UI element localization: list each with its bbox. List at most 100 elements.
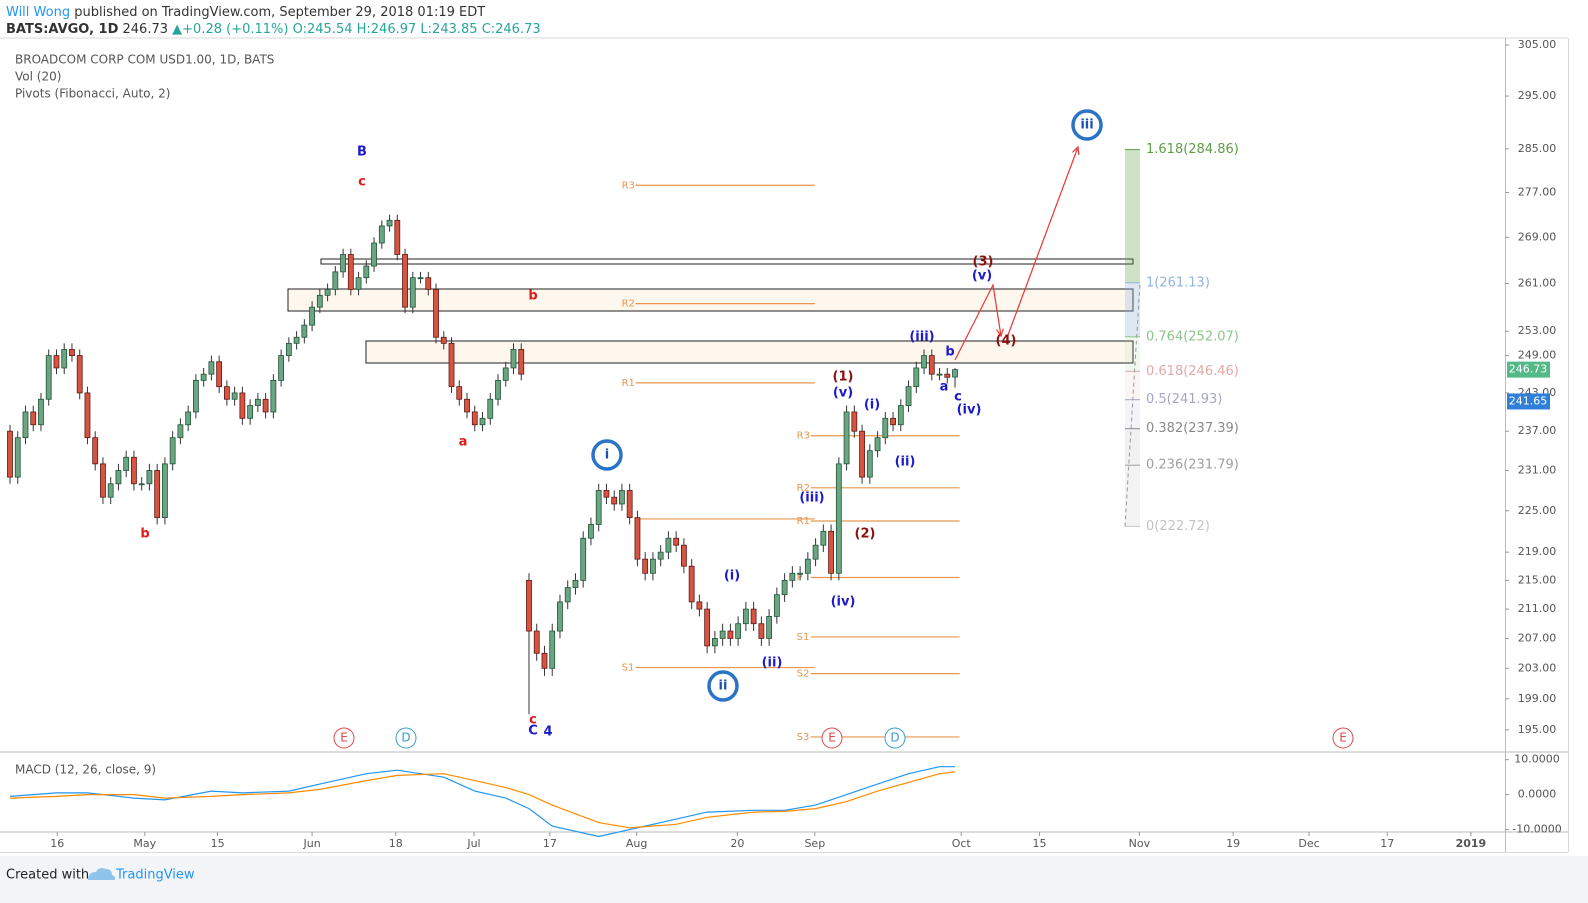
price-label: 246.73	[1509, 363, 1548, 376]
candle-body	[115, 470, 122, 485]
candle-body	[797, 572, 804, 575]
pivot-label: S2	[797, 669, 810, 680]
wave-label: iii	[1080, 118, 1093, 133]
author[interactable]: Will Wong	[6, 5, 70, 20]
candle-body	[549, 630, 556, 669]
legend-macd[interactable]: MACD (12, 26, close, 9)	[15, 763, 156, 777]
x-tick-label: Aug	[626, 837, 647, 850]
x-tick-label: Jul	[466, 837, 480, 850]
fib-label: 0.382(237.39)	[1146, 421, 1239, 436]
fib-label: 0.764(252.07)	[1146, 329, 1239, 344]
candle-body	[231, 392, 238, 400]
event-marker	[1332, 727, 1354, 749]
candle-body	[162, 463, 168, 518]
x-tick-label: Nov	[1129, 837, 1151, 850]
wave-label: (v)	[833, 386, 853, 401]
candle-body	[487, 398, 494, 419]
candle-body	[371, 242, 377, 267]
candle-body	[433, 289, 439, 338]
candle-body	[402, 254, 408, 308]
candle-body	[704, 608, 711, 647]
x-tick-label: Jun	[302, 837, 320, 850]
candle-body	[38, 398, 44, 426]
footer-brand[interactable]: TradingView	[115, 868, 195, 883]
last: 246.73	[123, 22, 169, 37]
x-tick-label: May	[133, 837, 156, 850]
candle-body	[378, 225, 385, 244]
candle-body	[905, 386, 912, 406]
wave-label: (v)	[972, 269, 992, 284]
candle-body	[425, 277, 432, 290]
candle-body	[603, 490, 610, 498]
candle-body	[812, 544, 819, 560]
wave-label: (3)	[973, 255, 994, 270]
event-marker	[821, 727, 843, 749]
macd-line	[9, 766, 955, 838]
pivots: R3R2R1S1R3R2R1PS1S2S3	[622, 180, 960, 743]
wave-label: (1)	[833, 370, 854, 385]
zone-box[interactable]	[287, 288, 1134, 312]
ohlc: H:246.97	[357, 22, 417, 37]
y-tick-label: 237.00	[1518, 424, 1557, 437]
fib-trend	[1124, 282, 1141, 527]
candle-body	[882, 417, 889, 439]
fib-label: 0.618(246.46)	[1146, 364, 1239, 379]
projection-arrow	[1007, 147, 1078, 336]
event-label: D	[890, 731, 899, 745]
wave-label: (iv)	[957, 403, 982, 418]
macd-line	[9, 771, 956, 829]
x-tick-label: Dec	[1298, 837, 1319, 850]
candle-body	[564, 587, 571, 603]
candle-body	[61, 349, 68, 369]
fib-band	[1125, 282, 1140, 337]
x-tick-label: Oct	[952, 837, 972, 850]
event-marker	[333, 727, 355, 749]
fib-extension: 1.618(284.86) 1(261.13) 0.764(252.07) 0.618…	[1124, 142, 1239, 534]
candle-body	[316, 294, 323, 308]
candle-body	[611, 496, 618, 505]
y-tick-label: 219.00	[1518, 545, 1557, 558]
candle-body	[952, 369, 958, 378]
candle-body	[735, 623, 742, 639]
y-tick-label: 225.00	[1518, 504, 1557, 517]
pivot-label: R2	[622, 299, 635, 310]
candle-body	[913, 367, 920, 388]
symbol: BATS:AVGO, 1D	[6, 22, 119, 37]
legend-pivots[interactable]: Pivots (Fibonacci, Auto, 2)	[15, 87, 170, 101]
candle-body	[673, 537, 680, 546]
candle-body	[758, 623, 765, 639]
footer	[0, 856, 1588, 903]
candle-body	[557, 601, 563, 632]
candle-body	[588, 524, 594, 539]
y-tick-label: 207.00	[1518, 631, 1557, 644]
zone-box[interactable]	[365, 340, 1134, 364]
candle-body	[859, 430, 865, 478]
wave-label: (iii)	[909, 330, 934, 345]
y-tick-label: 211.00	[1518, 602, 1557, 615]
macd-tick-label: -10.0000	[1512, 823, 1561, 836]
event-marker	[884, 727, 906, 749]
macd-tick-label: 10.0000	[1514, 753, 1560, 766]
wave-label: ii	[719, 679, 728, 694]
candle-body	[347, 254, 354, 290]
price-label-bg	[1507, 393, 1550, 410]
y-tick-label: 277.00	[1518, 185, 1557, 198]
zone-box[interactable]	[320, 258, 1134, 265]
wave-label: b	[528, 289, 537, 304]
candle-body	[123, 456, 130, 471]
candle-body	[285, 342, 292, 356]
legend-volume[interactable]: Vol (20)	[15, 70, 61, 84]
candle-body	[270, 379, 277, 413]
candle-body	[332, 271, 339, 290]
candle-body	[781, 579, 788, 596]
pivot-label: S3	[797, 732, 810, 743]
legend-symbol[interactable]: BROADCOM CORP COM USD1.00, 1D, BATS	[15, 53, 274, 67]
candle-body	[471, 411, 478, 426]
candle-body	[254, 398, 261, 406]
wave-label: a	[940, 380, 949, 395]
candle-body	[100, 463, 106, 498]
ohlc: L:243.85	[420, 22, 477, 37]
x-tick-label: 18	[389, 837, 403, 850]
wave-label: i	[605, 448, 609, 463]
